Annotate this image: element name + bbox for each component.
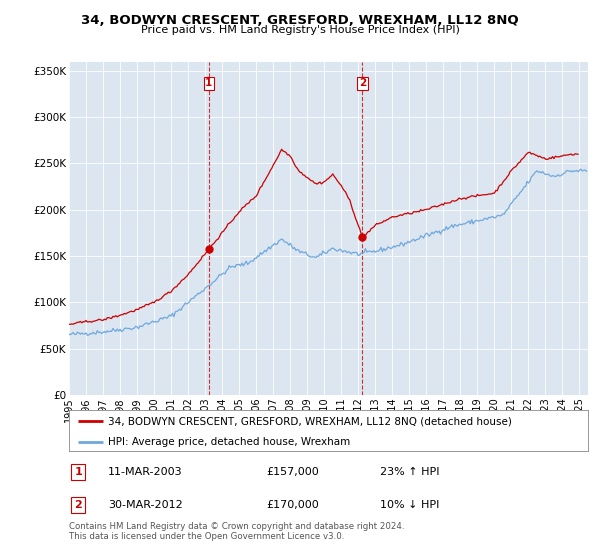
Text: 30-MAR-2012: 30-MAR-2012 [108, 500, 182, 510]
Text: 1: 1 [205, 78, 212, 88]
Text: 2: 2 [359, 78, 366, 88]
Text: Price paid vs. HM Land Registry's House Price Index (HPI): Price paid vs. HM Land Registry's House … [140, 25, 460, 35]
Text: Contains HM Land Registry data © Crown copyright and database right 2024.
This d: Contains HM Land Registry data © Crown c… [69, 522, 404, 542]
Text: 11-MAR-2003: 11-MAR-2003 [108, 466, 182, 477]
Text: 10% ↓ HPI: 10% ↓ HPI [380, 500, 440, 510]
Text: 1: 1 [74, 466, 82, 477]
Text: 34, BODWYN CRESCENT, GRESFORD, WREXHAM, LL12 8NQ (detached house): 34, BODWYN CRESCENT, GRESFORD, WREXHAM, … [108, 417, 512, 426]
Text: HPI: Average price, detached house, Wrexham: HPI: Average price, detached house, Wrex… [108, 437, 350, 446]
Text: 2: 2 [74, 500, 82, 510]
Text: £170,000: £170,000 [266, 500, 319, 510]
Text: 23% ↑ HPI: 23% ↑ HPI [380, 466, 440, 477]
Text: £157,000: £157,000 [266, 466, 319, 477]
Text: 34, BODWYN CRESCENT, GRESFORD, WREXHAM, LL12 8NQ: 34, BODWYN CRESCENT, GRESFORD, WREXHAM, … [81, 14, 519, 27]
